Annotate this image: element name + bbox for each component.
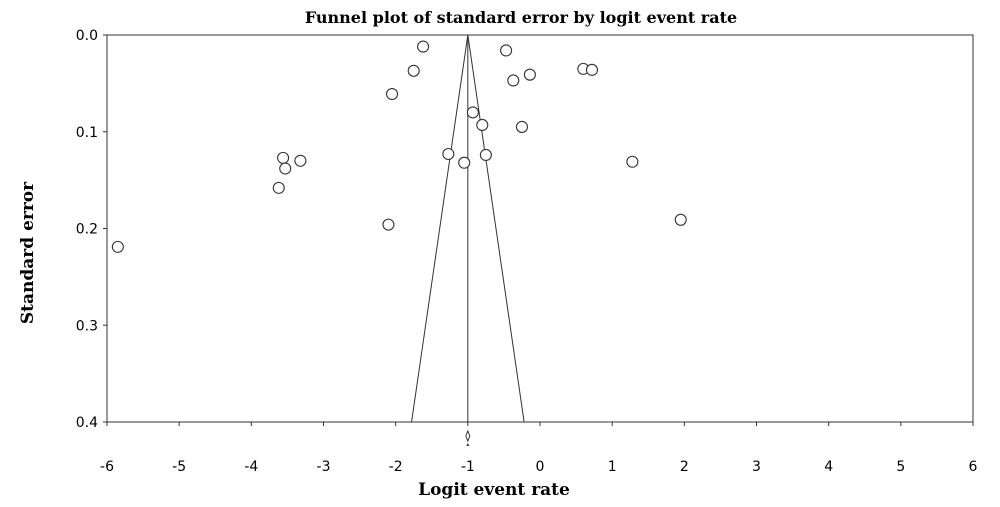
study-point	[458, 156, 471, 169]
x-tick-label: 2	[680, 459, 689, 475]
x-axis-label: Logit event rate	[418, 480, 570, 500]
study-point	[111, 240, 124, 253]
x-tick-label: -5	[172, 459, 186, 475]
x-tick-label: 3	[752, 459, 761, 475]
y-tick-label: 0.2	[76, 222, 98, 238]
study-point	[279, 162, 292, 175]
study-point	[626, 155, 639, 168]
x-tick-label: -1	[461, 459, 475, 475]
study-point	[674, 213, 687, 226]
study-point	[386, 87, 399, 101]
y-tick-label: 0.4	[76, 415, 98, 431]
x-tick-label: -4	[244, 459, 258, 475]
study-point	[442, 147, 455, 161]
x-tick-label: 4	[824, 459, 833, 475]
summary-diamond	[465, 429, 471, 443]
study-point	[417, 40, 430, 53]
x-tick-label: -2	[389, 459, 403, 475]
chart-title: Funnel plot of standard error by logit e…	[305, 8, 737, 27]
plot-area: -6 -5 -4 -3 -2 -1 0 1 2 3 4 5 6 0.0 0.1 0.2 0.3 0.4	[76, 28, 978, 475]
study-point	[479, 148, 492, 162]
x-tick-label: 0	[536, 459, 545, 475]
x-tick-label: 6	[969, 459, 978, 475]
study-point	[466, 106, 479, 119]
study-point	[507, 74, 520, 87]
study-point	[407, 64, 420, 77]
y-tick-label: 0.3	[76, 318, 98, 334]
summary-marker	[466, 443, 470, 446]
funnel-left-limit	[411, 34, 469, 423]
study-point	[476, 118, 489, 132]
x-tick-label: -6	[100, 459, 114, 475]
plot-frame	[106, 34, 974, 423]
study-point	[272, 181, 285, 194]
x-tick-label: -3	[317, 459, 331, 475]
study-point	[294, 154, 307, 167]
y-axis-label: Standard error	[18, 181, 38, 324]
study-point	[523, 68, 536, 81]
study-point	[277, 151, 290, 164]
x-tick-label: 5	[896, 459, 905, 475]
study-point	[585, 63, 599, 76]
y-tick-label: 0.1	[76, 125, 98, 141]
x-tick-label: 1	[608, 459, 617, 475]
funnel-right-limit	[467, 34, 525, 423]
study-point	[515, 120, 529, 133]
study-point	[382, 218, 395, 231]
study-point	[500, 44, 513, 57]
y-tick-label: 0.0	[76, 28, 98, 44]
